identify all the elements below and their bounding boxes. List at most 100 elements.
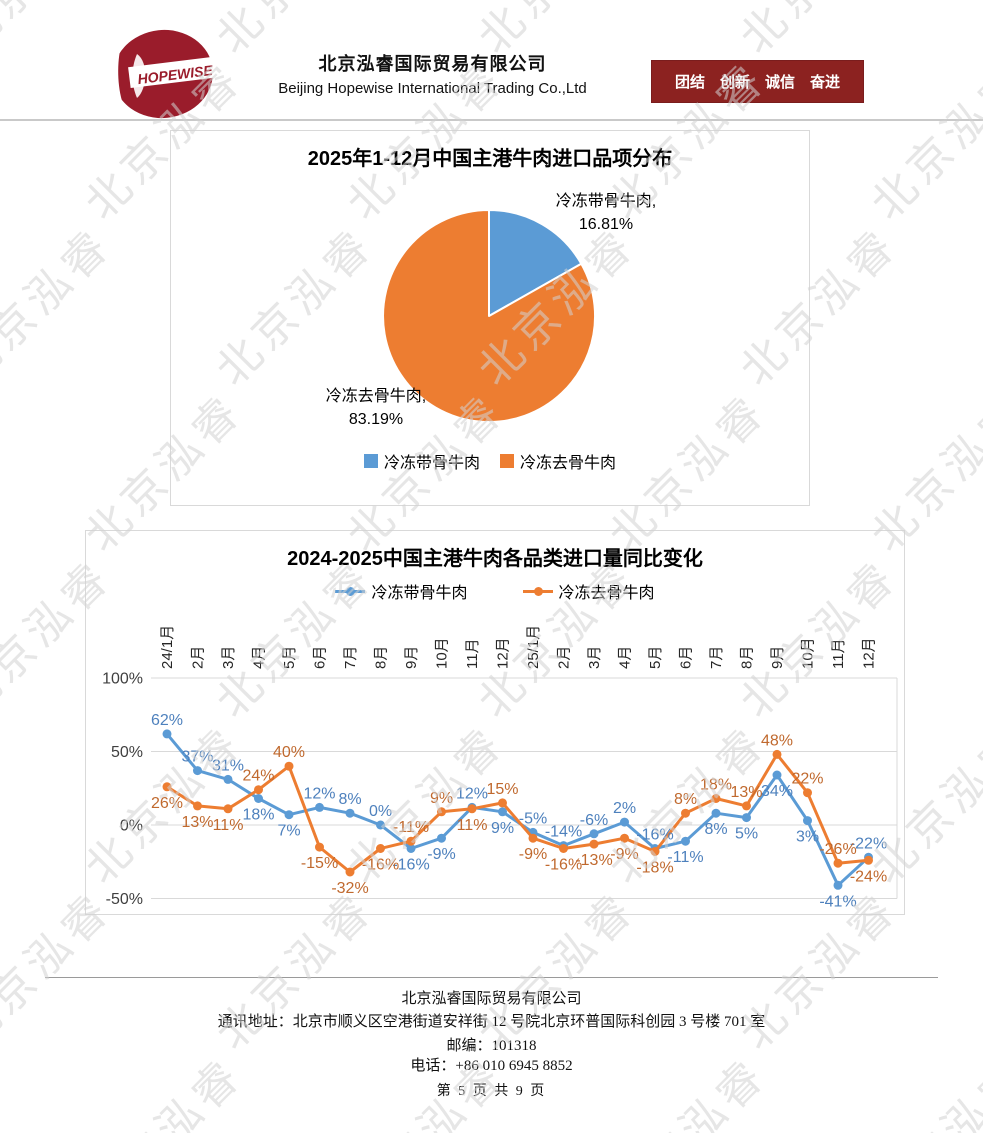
data-point: [498, 807, 507, 817]
series-line: [165, 752, 870, 874]
pie-chart: [382, 209, 596, 423]
data-label: 8%: [674, 791, 697, 808]
data-point: [742, 801, 751, 811]
pie-callout-boneless: 冷冻去骨牛肉, 83.19%: [301, 385, 451, 431]
data-label: -22%: [850, 835, 887, 852]
data-point: [864, 855, 873, 865]
data-point: [284, 810, 294, 820]
data-label: -16%: [545, 857, 582, 874]
x-axis-tick: 4月: [617, 646, 634, 669]
data-label: -18%: [636, 860, 673, 877]
data-point: [437, 807, 446, 817]
x-axis-tick: 2月: [556, 646, 573, 669]
header-company-block: 北京泓睿国际贸易有限公司 Beijing Hopewise Internatio…: [250, 50, 615, 97]
data-point: [254, 785, 263, 795]
data-label: -13%: [575, 852, 612, 869]
legend-item-boneless: 冷冻去骨牛肉: [522, 579, 655, 603]
data-point: [681, 836, 690, 846]
data-label: 26%: [151, 795, 183, 812]
data-label: 34%: [761, 783, 793, 800]
data-label: 5%: [735, 826, 758, 843]
slogan-banner: 团结 创新 诚信 奋进: [651, 60, 864, 103]
data-point: [589, 829, 599, 839]
footer-address: 通讯地址：北京市顺义区空港街道安祥街 12 号院北京环普国际科创园 3 号楼 7…: [217, 1014, 766, 1030]
data-label: 11%: [213, 817, 244, 834]
x-axis-tick: 5月: [281, 646, 298, 669]
x-axis-tick: 4月: [251, 646, 268, 669]
data-label: 0%: [369, 803, 392, 820]
legend-item-bone-in: 冷冻带骨牛肉: [335, 579, 468, 603]
data-point: [833, 858, 843, 868]
watermark-text: 北京泓睿: [862, 53, 983, 230]
y-axis-tick: 0%: [120, 818, 143, 835]
data-point: [376, 844, 385, 853]
legend-line-marker-orange-icon: [522, 586, 553, 596]
y-axis-tick: -50%: [106, 891, 143, 908]
company-name-en: Beijing Hopewise International Trading C…: [278, 80, 587, 97]
data-point: [284, 761, 294, 771]
data-point: [467, 804, 477, 814]
data-point: [315, 842, 324, 852]
page-number: 第 5 页 共 9 页: [436, 1084, 547, 1099]
data-point: [162, 729, 172, 739]
data-point: [803, 788, 812, 798]
data-label: 22%: [791, 771, 823, 788]
data-label: 12%: [456, 785, 488, 802]
x-axis-tick: 3月: [586, 646, 603, 669]
legend-label: 冷冻带骨牛肉: [371, 585, 468, 602]
line-chart-title: 2024-2025中国主港牛肉各品类进口量同比变化: [287, 548, 703, 570]
pie-callout-label: 冷冻带骨牛肉,: [555, 193, 657, 210]
x-axis-tick: 24/1月: [159, 625, 176, 669]
data-point: [376, 820, 385, 830]
data-label: 62%: [151, 712, 183, 729]
data-label: 8%: [704, 821, 727, 838]
y-axis-tick: 50%: [111, 744, 143, 761]
pie-chart-title: 2025年1-12月中国主港牛肉进口品项分布: [307, 148, 673, 170]
data-point: [772, 749, 782, 759]
data-label: -5%: [519, 810, 547, 827]
data-label: -6%: [580, 812, 608, 829]
pie-callout-value: 16.81%: [578, 216, 634, 233]
legend-label: 冷冻带骨牛肉: [383, 455, 480, 472]
data-label: 15%: [486, 781, 518, 798]
data-point: [650, 847, 660, 856]
pie-callout-bone-in: 冷冻带骨牛肉, 16.81%: [531, 190, 681, 236]
x-axis-tick: 11月: [830, 638, 847, 669]
data-label: 24%: [242, 768, 274, 785]
data-label: 9%: [491, 820, 514, 837]
watermark-text: 北京泓睿: [723, 0, 910, 65]
data-point: [711, 794, 721, 803]
footer-postal-code: 邮编：101318: [446, 1038, 537, 1054]
line-chart-legend: 冷冻带骨牛肉 冷冻去骨牛肉: [86, 579, 904, 603]
data-label: -26%: [819, 841, 856, 858]
x-axis-tick: 2月: [190, 646, 207, 669]
data-label: -9%: [610, 846, 638, 863]
data-point: [254, 794, 263, 803]
slogan-word: 团结: [674, 74, 705, 91]
data-point: [162, 782, 172, 792]
x-axis-tick: 25/1月: [525, 625, 542, 669]
x-axis-tick: 7月: [342, 646, 359, 669]
legend-line-marker-blue-icon: [335, 586, 366, 596]
data-label: 40%: [273, 744, 305, 761]
data-point: [589, 839, 599, 849]
line-chart-card: 2024-2025中国主港牛肉各品类进口量同比变化 冷冻带骨牛肉 冷冻去骨牛肉 …: [85, 530, 905, 915]
x-axis-tick: 8月: [373, 646, 390, 669]
data-point: [528, 833, 538, 843]
x-axis-tick: 5月: [647, 646, 664, 669]
data-label: 13%: [181, 814, 213, 831]
data-label: 48%: [761, 732, 793, 749]
legend-swatch-blue-icon: [363, 454, 378, 468]
data-label: -16%: [636, 827, 673, 844]
pie-callout-value: 83.19%: [348, 411, 404, 428]
x-axis-tick: 6月: [312, 646, 329, 669]
data-label: 13%: [730, 784, 762, 801]
data-label: 7%: [277, 823, 300, 840]
data-label: 12%: [303, 785, 335, 802]
pie-chart-card: 2025年1-12月中国主港牛肉进口品项分布 冷冻带骨牛肉, 16.81% 冷冻…: [170, 130, 810, 506]
data-label: -16%: [362, 857, 399, 874]
y-axis-tick: 100%: [102, 671, 143, 688]
data-point: [742, 813, 751, 823]
company-name-cn: 北京泓睿国际贸易有限公司: [318, 54, 547, 74]
